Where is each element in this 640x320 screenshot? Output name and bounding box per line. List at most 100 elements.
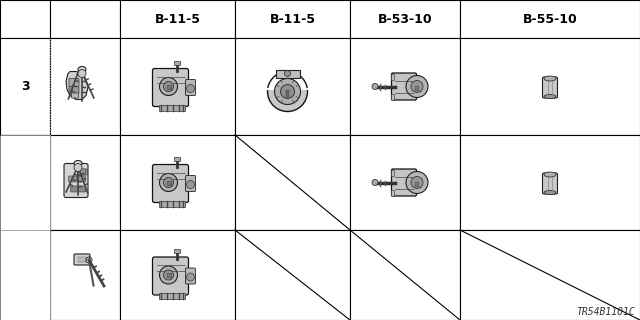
Ellipse shape <box>78 67 86 73</box>
FancyBboxPatch shape <box>70 186 86 192</box>
Text: B-55-10: B-55-10 <box>523 12 577 26</box>
FancyBboxPatch shape <box>543 77 557 98</box>
Bar <box>159 201 184 206</box>
Bar <box>166 273 170 277</box>
Bar <box>235 0 350 38</box>
Bar <box>120 0 235 38</box>
Bar <box>0 230 50 320</box>
Bar <box>391 189 394 196</box>
Bar <box>391 93 394 100</box>
Ellipse shape <box>544 190 556 195</box>
Circle shape <box>186 84 195 92</box>
FancyBboxPatch shape <box>392 169 417 196</box>
FancyBboxPatch shape <box>152 68 189 107</box>
FancyBboxPatch shape <box>186 175 195 191</box>
Circle shape <box>74 164 82 172</box>
Text: TR54B1101C: TR54B1101C <box>576 307 635 317</box>
Ellipse shape <box>544 94 556 99</box>
Bar <box>120 38 235 135</box>
Bar <box>0 135 50 230</box>
Circle shape <box>159 266 177 284</box>
Circle shape <box>163 178 173 188</box>
Bar <box>275 69 300 77</box>
Circle shape <box>280 84 294 99</box>
Circle shape <box>163 270 173 280</box>
Circle shape <box>411 81 423 92</box>
Bar <box>0 135 50 230</box>
Circle shape <box>186 180 195 188</box>
Circle shape <box>159 77 177 95</box>
Bar <box>0 230 50 320</box>
Bar <box>173 156 179 161</box>
Bar <box>166 180 170 185</box>
Circle shape <box>406 172 428 194</box>
Circle shape <box>268 71 307 111</box>
Ellipse shape <box>544 76 556 81</box>
Bar <box>460 135 640 230</box>
Circle shape <box>186 273 195 281</box>
FancyBboxPatch shape <box>186 79 195 95</box>
Bar <box>350 135 460 230</box>
Bar <box>50 230 120 320</box>
Ellipse shape <box>544 172 556 177</box>
Bar <box>286 90 289 97</box>
Polygon shape <box>66 71 88 100</box>
Bar <box>120 135 235 230</box>
Text: B-53-10: B-53-10 <box>378 12 432 26</box>
FancyBboxPatch shape <box>152 164 189 203</box>
Bar <box>235 230 350 320</box>
Bar <box>50 135 120 230</box>
Bar <box>78 257 86 262</box>
Bar <box>350 0 460 38</box>
Bar <box>415 181 419 187</box>
Text: 2: 2 <box>20 268 29 282</box>
Bar <box>350 38 460 135</box>
Bar <box>415 85 419 91</box>
Bar <box>460 38 640 135</box>
Circle shape <box>372 84 378 90</box>
FancyBboxPatch shape <box>152 257 189 295</box>
Circle shape <box>285 70 291 76</box>
FancyBboxPatch shape <box>69 78 79 86</box>
Circle shape <box>411 177 423 188</box>
Bar <box>266 65 310 90</box>
Bar <box>120 230 235 320</box>
Bar <box>50 38 120 135</box>
FancyBboxPatch shape <box>74 254 90 265</box>
Bar <box>166 84 170 89</box>
Bar <box>173 249 179 253</box>
FancyBboxPatch shape <box>79 169 88 175</box>
FancyBboxPatch shape <box>392 73 417 100</box>
Text: 4: 4 <box>20 176 29 189</box>
Bar <box>350 230 460 320</box>
Circle shape <box>275 78 301 105</box>
Circle shape <box>406 76 428 98</box>
FancyBboxPatch shape <box>64 164 88 197</box>
Bar <box>460 0 640 38</box>
Text: 3: 3 <box>20 80 29 93</box>
Bar <box>159 105 184 110</box>
FancyBboxPatch shape <box>543 173 557 194</box>
Bar <box>50 0 120 38</box>
Bar <box>159 293 184 299</box>
Text: B-11-5: B-11-5 <box>269 12 316 26</box>
Bar <box>460 230 640 320</box>
FancyBboxPatch shape <box>186 268 195 284</box>
Bar <box>235 38 350 135</box>
Bar <box>0 38 50 135</box>
Circle shape <box>78 69 86 77</box>
FancyBboxPatch shape <box>77 176 86 182</box>
Bar <box>235 135 350 230</box>
Bar <box>173 60 179 65</box>
Text: B-11-5: B-11-5 <box>154 12 200 26</box>
FancyBboxPatch shape <box>69 86 79 93</box>
Circle shape <box>159 173 177 191</box>
FancyBboxPatch shape <box>77 169 86 175</box>
FancyBboxPatch shape <box>68 176 77 182</box>
Ellipse shape <box>74 161 82 166</box>
Circle shape <box>163 82 173 92</box>
Bar <box>391 170 394 175</box>
Circle shape <box>372 180 378 186</box>
Bar <box>0 0 50 38</box>
Bar <box>391 74 394 79</box>
